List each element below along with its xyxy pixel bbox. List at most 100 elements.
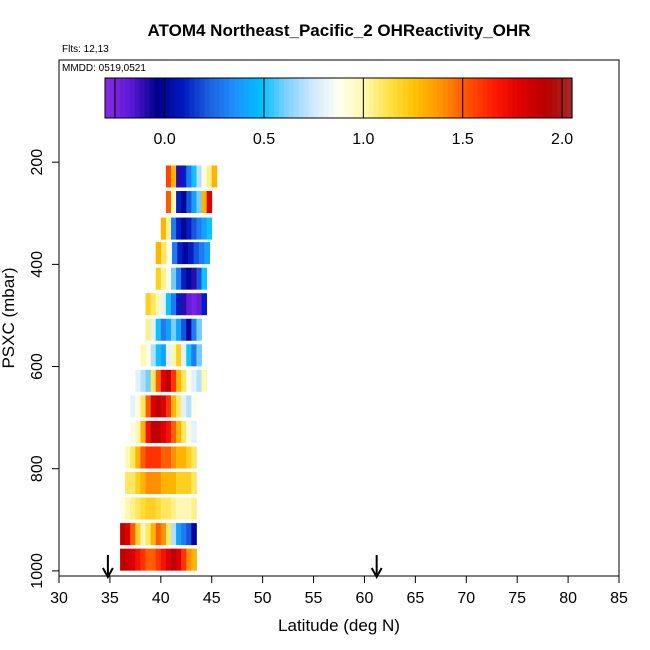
heatmap-cell: [145, 369, 152, 392]
y-axis-label: PSXC (mbar): [0, 267, 18, 368]
heatmap-cell: [160, 472, 167, 495]
colorbar-swatch: [184, 78, 191, 118]
colorbar-frame: [104, 77, 573, 119]
heatmap-cell: [186, 267, 192, 290]
heatmap-cell: [191, 548, 197, 571]
heatmap-cell: [150, 293, 157, 316]
heatmap-cell: [176, 523, 182, 546]
heatmap-cell: [165, 344, 172, 367]
heatmap-cell: [125, 548, 131, 571]
heatmap-cell: [176, 318, 182, 341]
heatmap-cell: [160, 395, 167, 418]
colorbar-swatch: [522, 78, 528, 118]
colorbar-swatch: [144, 78, 151, 118]
colorbar-swatch: [507, 78, 513, 118]
heatmap-cell: [165, 472, 172, 495]
heatmap-cell: [140, 472, 146, 495]
colorbar-swatch: [229, 78, 235, 118]
colorbar-swatch: [244, 78, 250, 118]
heatmap-cell: [145, 497, 152, 520]
heatmap-cell: [176, 293, 182, 316]
heatmap-cell: [166, 242, 173, 265]
heatmap-cell: [140, 548, 146, 571]
colorbar-swatch: [313, 78, 320, 118]
heatmap-cell: [186, 191, 192, 214]
colorbar-swatch: [408, 78, 414, 118]
heatmap-cell: [160, 548, 167, 571]
heatmap-cell: [160, 318, 167, 341]
x-tick-label: 70: [457, 590, 475, 607]
heatmap-cell: [191, 293, 197, 316]
heatmap-cell: [181, 369, 187, 392]
colorbar-swatch: [472, 78, 479, 118]
colorbar-swatch: [109, 78, 116, 118]
colorbar-swatch: [189, 78, 196, 118]
heatmap-cell: [165, 217, 172, 240]
heatmap-cell: [176, 191, 182, 214]
colorbar-swatch: [149, 78, 156, 118]
x-tick-label: 60: [356, 590, 374, 607]
heatmap-cell: [206, 191, 213, 214]
heatmap-cell: [160, 293, 167, 316]
heatmap-cell: [186, 344, 192, 367]
heatmap-cell: [171, 395, 177, 418]
colorbar-swatch: [447, 78, 454, 118]
colorbar-swatch: [413, 78, 419, 118]
heatmap-cell: [120, 523, 126, 546]
heatmap-cell: [201, 217, 208, 240]
heatmap-cell: [140, 446, 146, 469]
colorbar-swatch: [249, 78, 255, 118]
y-tick-label: 1000: [29, 553, 46, 589]
heatmap-cell: [176, 344, 182, 367]
colorbar-swatch: [234, 78, 240, 118]
colorbar-swatch: [417, 78, 424, 118]
heatmap-cell: [150, 420, 157, 443]
colorbar-swatch: [209, 78, 215, 118]
heatmap-cell: [186, 446, 192, 469]
heatmap-cell: [171, 293, 177, 316]
colorbar-swatch: [298, 78, 305, 118]
heatmap-cell: [155, 420, 162, 443]
colorbar-swatch: [353, 78, 359, 118]
heatmap-cell: [181, 344, 187, 367]
heatmap-cell: [188, 242, 194, 265]
heatmap-cell: [181, 548, 187, 571]
heatmap-cell: [181, 523, 187, 546]
heatmap-cell: [191, 497, 197, 520]
colorbar-swatch: [154, 78, 161, 118]
colorbar-swatch: [542, 78, 548, 118]
heatmap-cell: [181, 472, 187, 495]
colorbar-swatch: [328, 78, 335, 118]
heatmap-cell: [145, 293, 152, 316]
y-axis: 200 400 600 800 1000: [29, 149, 60, 589]
heatmap-cell: [171, 165, 177, 188]
colorbar-swatch: [442, 78, 449, 118]
colorbar-swatch: [393, 78, 399, 118]
heatmap-cell: [125, 472, 131, 495]
heatmap-cell: [155, 267, 162, 290]
heatmap-cell: [196, 165, 202, 188]
heatmap-cell: [165, 548, 172, 571]
x-tick-label: 65: [406, 590, 424, 607]
heatmap-cell: [150, 344, 157, 367]
heatmap-cell: [125, 497, 131, 520]
colorbar-swatch: [199, 78, 205, 118]
colorbar-swatch: [422, 78, 429, 118]
heatmap-cell: [191, 472, 197, 495]
heatmap-cell: [201, 293, 208, 316]
heatmap-cell: [181, 318, 187, 341]
heatmap-cell: [165, 497, 172, 520]
chart-title: ATOM4 Northeast_Pacific_2 OHReactivity_O…: [148, 21, 531, 40]
heatmap-cell: [182, 242, 189, 265]
colorbar-swatch: [129, 78, 136, 118]
colorbar-swatch: [403, 78, 409, 118]
colorbar-swatch: [502, 78, 509, 118]
y-tick-label: 800: [29, 455, 46, 482]
heatmap-cell: [181, 395, 187, 418]
colorbar-swatch: [259, 78, 265, 118]
heatmap-cell: [150, 472, 157, 495]
heatmap-cell: [196, 217, 202, 240]
heatmap-cell: [186, 420, 192, 443]
heatmap-cell: [145, 395, 152, 418]
heatmap-cell: [150, 523, 157, 546]
